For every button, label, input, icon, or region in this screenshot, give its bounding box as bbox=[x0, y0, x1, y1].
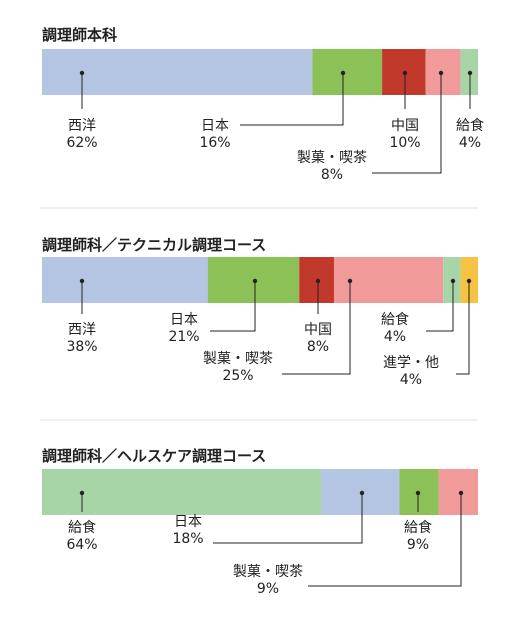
leader-dot bbox=[458, 490, 464, 496]
leader-dot bbox=[79, 490, 85, 496]
segment-value: 18% bbox=[172, 531, 203, 547]
leader-line bbox=[213, 493, 363, 544]
segment-label: 西洋 bbox=[68, 118, 96, 134]
leader-dot bbox=[466, 278, 472, 284]
leader-dot bbox=[347, 278, 353, 284]
chart-title: 調理師科／ヘルスケア調理コース bbox=[42, 447, 266, 465]
chart-title: 調理師本科 bbox=[42, 26, 117, 44]
segment-label: 製菓・喫茶 bbox=[233, 564, 303, 580]
leader-line bbox=[282, 281, 351, 375]
leader-dot bbox=[402, 70, 408, 76]
segment-value: 64% bbox=[66, 537, 97, 553]
segment-value: 4% bbox=[400, 372, 422, 388]
segment-value: 62% bbox=[66, 135, 97, 151]
segment-label: 進学・他 bbox=[383, 355, 439, 371]
leader-dot bbox=[415, 490, 421, 496]
segment-value: 8% bbox=[321, 167, 343, 183]
leader-dot bbox=[79, 278, 85, 284]
segment-label: 製菓・喫茶 bbox=[203, 351, 273, 367]
leader-line bbox=[210, 281, 256, 332]
bar-segment bbox=[425, 49, 461, 95]
segment-label: 給食 bbox=[68, 519, 96, 536]
leader-dot bbox=[359, 490, 365, 496]
leader-dot bbox=[438, 70, 444, 76]
leader-dot bbox=[467, 70, 473, 76]
leader-line bbox=[240, 73, 344, 126]
segment-value: 9% bbox=[257, 581, 279, 597]
chart-title: 調理師科／テクニカル調理コース bbox=[42, 236, 266, 254]
bar-segment bbox=[42, 257, 208, 303]
leader-line bbox=[308, 493, 462, 587]
segment-label: 日本 bbox=[174, 514, 202, 530]
segment-label: 給食 bbox=[456, 117, 484, 134]
segment-value: 8% bbox=[307, 339, 329, 355]
segment-value: 25% bbox=[222, 368, 253, 384]
segment-value: 4% bbox=[384, 329, 406, 345]
leader-line bbox=[372, 73, 442, 174]
segment-value: 21% bbox=[168, 329, 199, 345]
segment-label: 日本 bbox=[201, 118, 229, 134]
segment-value: 4% bbox=[459, 135, 481, 151]
bar-segment bbox=[42, 469, 322, 515]
bar-segment bbox=[42, 49, 313, 95]
segment-value: 10% bbox=[389, 135, 420, 151]
segment-label: 中国 bbox=[391, 118, 419, 134]
leader-dot bbox=[252, 278, 258, 284]
leader-line bbox=[426, 281, 454, 332]
segment-value: 38% bbox=[66, 339, 97, 355]
segment-label: 西洋 bbox=[68, 322, 96, 338]
leader-dot bbox=[450, 278, 456, 284]
bar-segment bbox=[438, 469, 478, 515]
bar-segment bbox=[334, 257, 444, 303]
segment-label: 給食 bbox=[404, 519, 432, 536]
segment-label: 給食 bbox=[381, 311, 409, 328]
segment-label: 日本 bbox=[170, 312, 198, 328]
segment-label: 製菓・喫茶 bbox=[297, 150, 367, 166]
leader-line bbox=[456, 281, 470, 375]
leader-dot bbox=[315, 278, 321, 284]
bar-segment bbox=[312, 49, 383, 95]
segment-value: 9% bbox=[407, 537, 429, 553]
segment-label: 中国 bbox=[304, 322, 332, 338]
leader-dot bbox=[79, 70, 85, 76]
leader-dot bbox=[340, 70, 346, 76]
segment-value: 16% bbox=[199, 135, 230, 151]
